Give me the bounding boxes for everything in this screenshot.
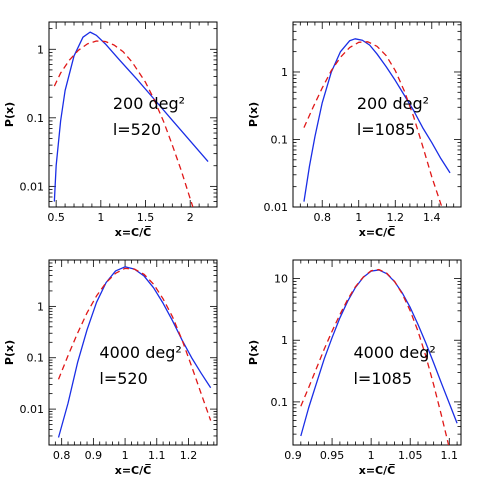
- x-tick-label: 0.8: [313, 211, 331, 224]
- y-axis-title: P(x): [247, 340, 260, 365]
- y-tick-label: 0.1: [271, 133, 289, 146]
- panel-label-line: l=1085: [353, 369, 412, 388]
- panel-label-line: l=520: [99, 369, 147, 388]
- series-line-dashed: [300, 268, 450, 445]
- series-line-solid: [303, 38, 451, 202]
- series-group: [57, 266, 212, 438]
- x-tick-label: 1.1: [441, 449, 459, 462]
- x-tick-label: 0.95: [320, 449, 345, 462]
- x-tick-label: 1: [355, 211, 362, 224]
- series-group: [53, 31, 209, 207]
- x-axis-title: x=C/C̅: [115, 226, 151, 239]
- chart-panel-1: 0.5 1 1.5 2 0.01 0.1 1 x=C/C̅ P(x) 200 deg² l=520: [3, 21, 218, 239]
- panel-label-line: 200 deg²: [113, 94, 185, 113]
- panel-label-line: l=1085: [357, 120, 416, 139]
- y-tick-label: 0.01: [20, 403, 45, 416]
- x-axis-title: x=C/C̅: [359, 226, 395, 239]
- panel-label-line: l=520: [113, 120, 161, 139]
- x-tick-label: 0.8: [53, 449, 71, 462]
- x-tick-label: 1.2: [387, 211, 405, 224]
- y-tick-label: 10: [274, 273, 288, 286]
- series-line-dashed: [303, 41, 443, 207]
- plot-frame: [292, 21, 462, 208]
- y-tick-label: 1: [281, 66, 288, 79]
- x-tick-label: 1.2: [180, 449, 198, 462]
- plot-frame: [48, 259, 218, 446]
- panel-label-line: 4000 deg²: [99, 343, 181, 362]
- x-axis-title: x=C/C̅: [115, 464, 151, 477]
- y-tick-label: 1: [37, 43, 44, 56]
- x-tick-label: 2: [187, 211, 194, 224]
- chart-panel-4: 0.9 0.95 1 1.05 1.1 0.1 1 10 x=C/C̅ P(x) 4000 deg²…: [247, 259, 462, 477]
- plot-frame: [48, 21, 218, 208]
- series-group: [300, 268, 458, 445]
- series-line-dashed: [53, 40, 194, 207]
- x-tick-label: 0.9: [284, 449, 302, 462]
- chart-panel-2: 0.8 1 1.2 1.4 0.01 0.1 1 x=C/C̅ P(x) 200 deg² l=10…: [247, 21, 462, 239]
- x-tick-label: 1: [368, 449, 375, 462]
- y-axis-title: P(x): [3, 102, 16, 127]
- x-tick-label: 0.5: [47, 211, 65, 224]
- y-axis-title: P(x): [247, 102, 260, 127]
- x-tick-label: 1.05: [398, 449, 423, 462]
- y-axis-title: P(x): [3, 340, 16, 365]
- x-tick-label: 0.9: [85, 449, 103, 462]
- panel-label-line: 4000 deg²: [353, 343, 435, 362]
- chart-panel-3: 0.8 0.9 1 1.1 1.2 0.01 0.1 1 x=C/C̅ P(x) 4000 deg²…: [3, 259, 218, 477]
- x-tick-label: 1: [97, 211, 104, 224]
- y-tick-label: 1: [37, 300, 44, 313]
- y-tick-label: 1: [281, 334, 288, 347]
- y-tick-label: 0.01: [20, 180, 45, 193]
- plot-frame: [292, 259, 462, 446]
- x-tick-label: 1.4: [423, 211, 441, 224]
- x-tick-label: 1.1: [148, 449, 166, 462]
- panel-label-line: 200 deg²: [357, 94, 429, 113]
- x-tick-label: 1: [122, 449, 129, 462]
- y-tick-label: 0.1: [27, 352, 45, 365]
- x-axis-title: x=C/C̅: [359, 464, 395, 477]
- y-tick-label: 0.1: [271, 396, 289, 409]
- series-line-dashed: [57, 267, 212, 421]
- series-line-solid: [53, 31, 209, 202]
- x-tick-label: 1.5: [137, 211, 155, 224]
- y-tick-label: 0.1: [27, 112, 45, 125]
- series-group: [303, 38, 451, 207]
- y-tick-label: 0.01: [264, 201, 289, 214]
